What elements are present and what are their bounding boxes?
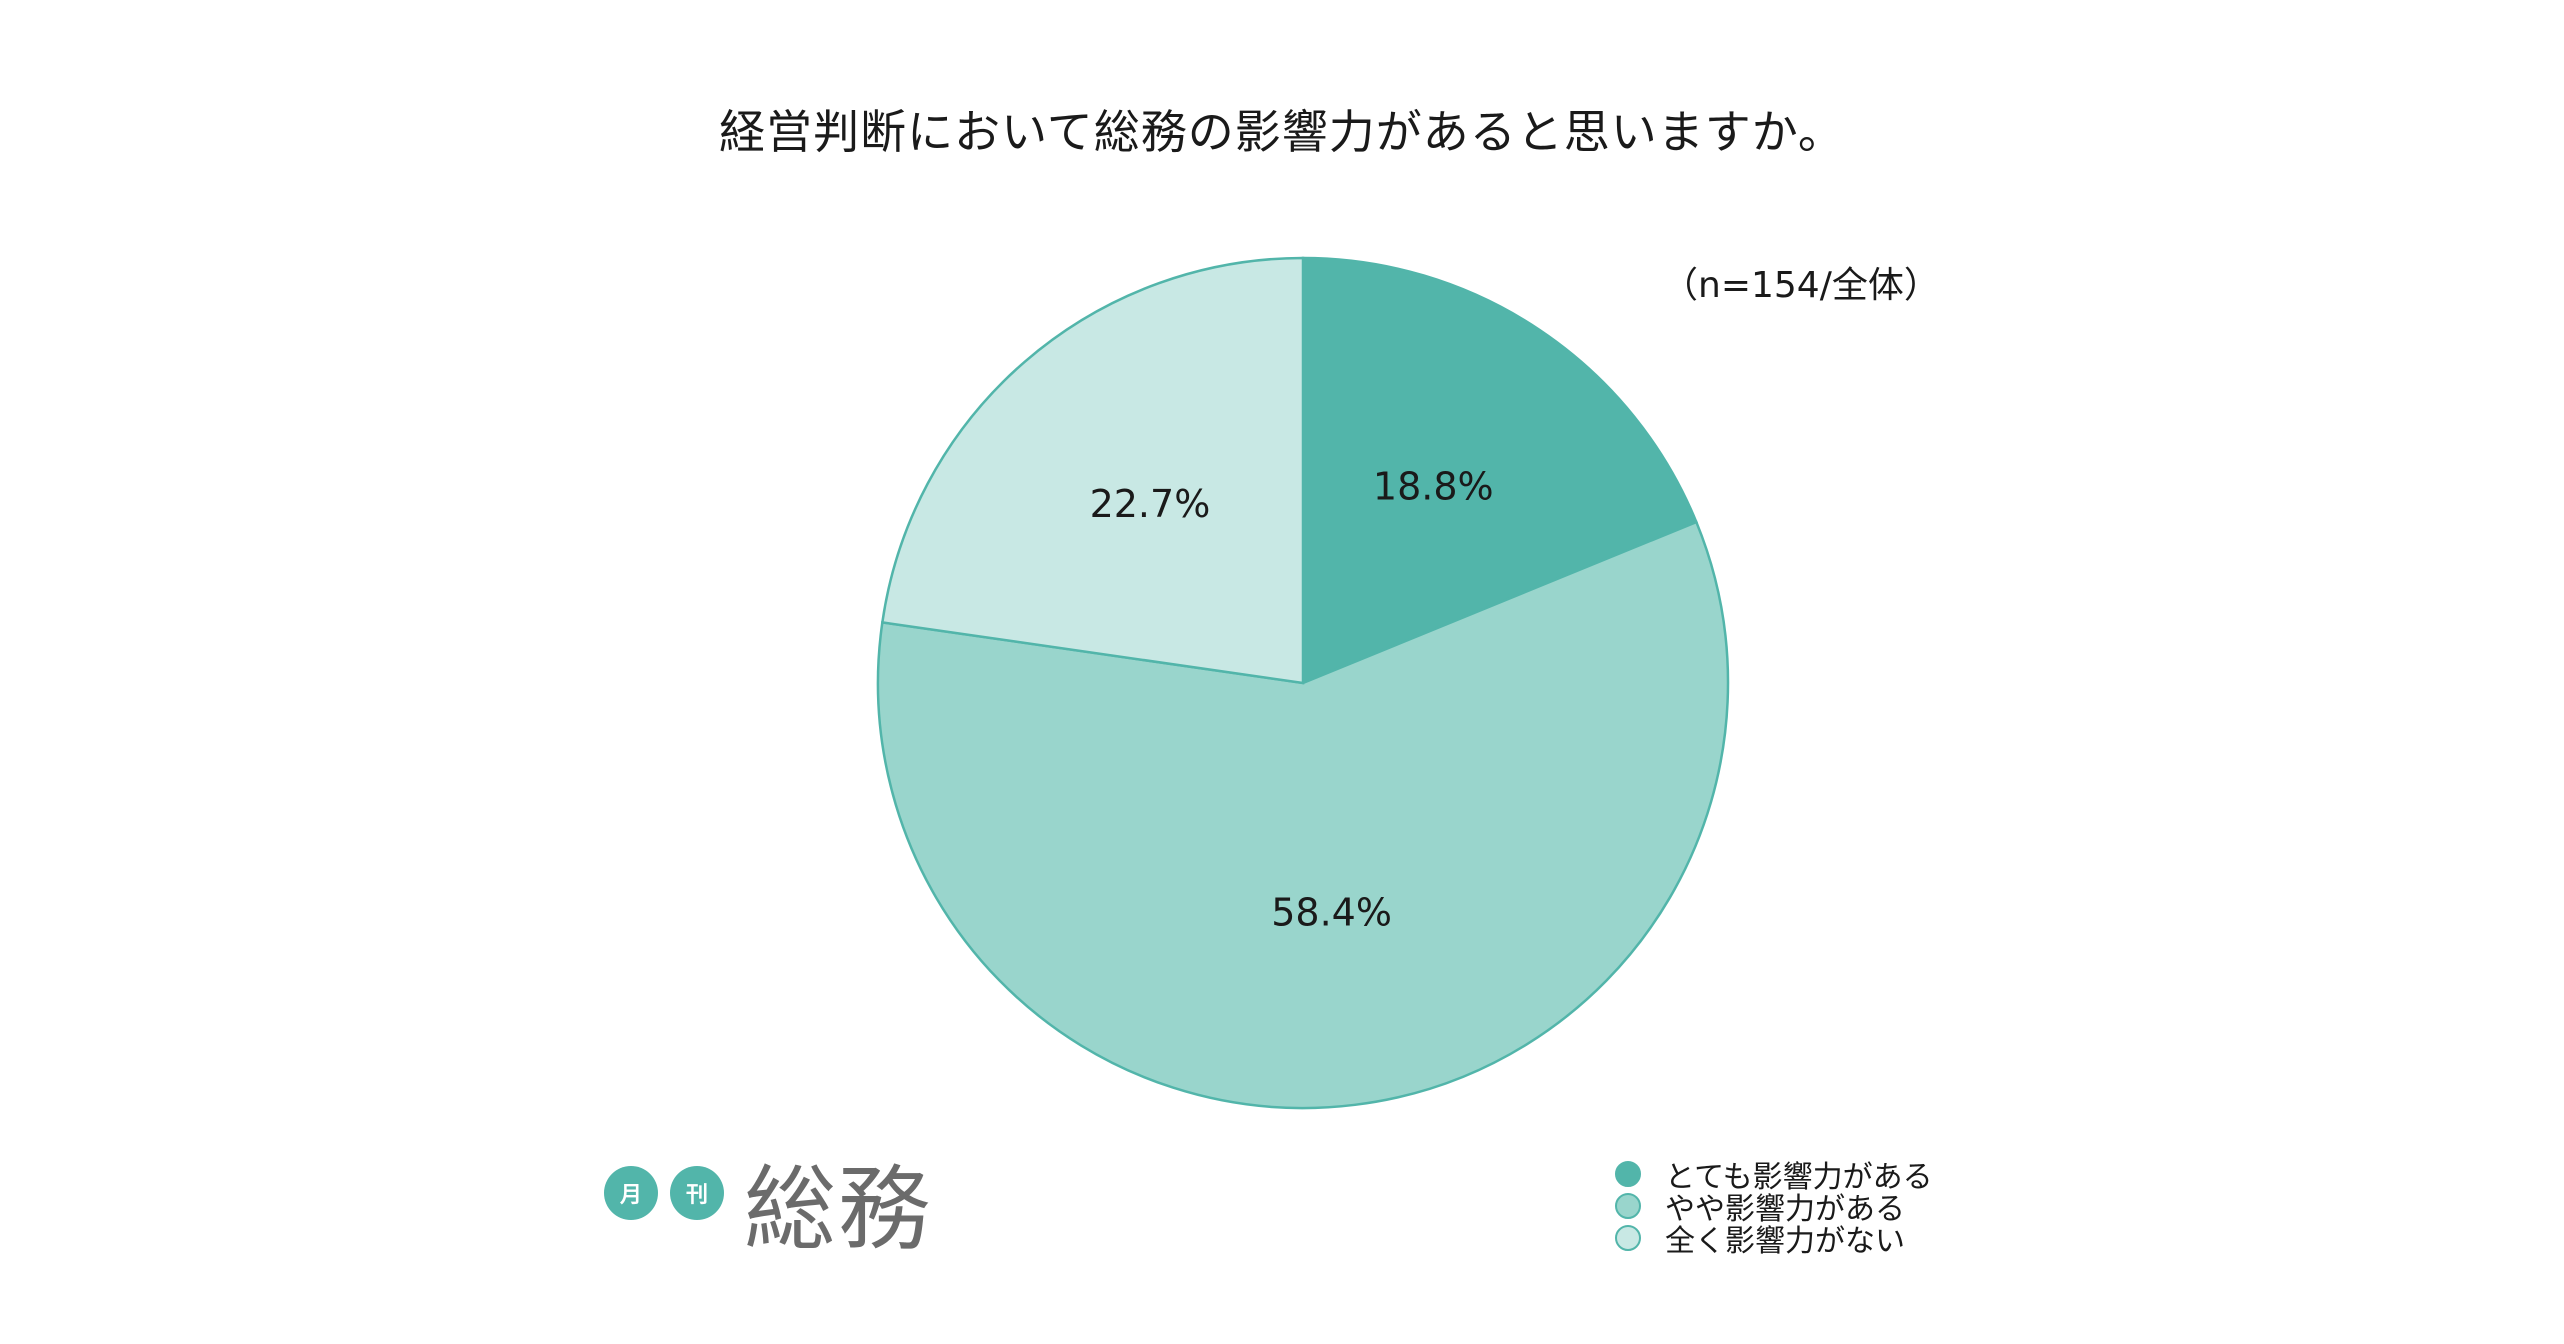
legend-item: 全く影響力がない (1615, 1222, 1933, 1259)
pie-slice (880, 256, 1305, 685)
logo-wordmark: 総務 (744, 1156, 933, 1263)
logo-badge-publication: 刊 (670, 1166, 724, 1220)
sample-size-note: （n=154/全体） (1662, 265, 1940, 306)
legend-item: とても影響力がある (1615, 1158, 1933, 1195)
legend-item: やや影響力がある (1615, 1190, 1933, 1227)
legend-label: やや影響力がある (1665, 1192, 1905, 1227)
legend-swatch-icon (1615, 1193, 1641, 1219)
brand-logo: 月 刊 総務 (604, 1160, 932, 1260)
slice-percent-label: 18.8% (1373, 464, 1494, 508)
slice-percent-label: 22.7% (1090, 482, 1211, 526)
chart-title: 経営判断において総務の影響力があると思いますか。 (719, 105, 1845, 159)
legend-swatch-icon (1615, 1161, 1641, 1187)
logo-badge-monthly: 月 (604, 1166, 658, 1220)
legend-label: とても影響力がある (1665, 1160, 1933, 1195)
legend: とても影響力がある やや影響力がある 全く影響力がない (1615, 1158, 1933, 1259)
legend-swatch-icon (1615, 1225, 1641, 1251)
legend-label: 全く影響力がない (1665, 1224, 1905, 1259)
pie-slice (876, 520, 1730, 1110)
slice-percent-label: 58.4% (1271, 890, 1392, 934)
pie-slice (1301, 256, 1698, 685)
